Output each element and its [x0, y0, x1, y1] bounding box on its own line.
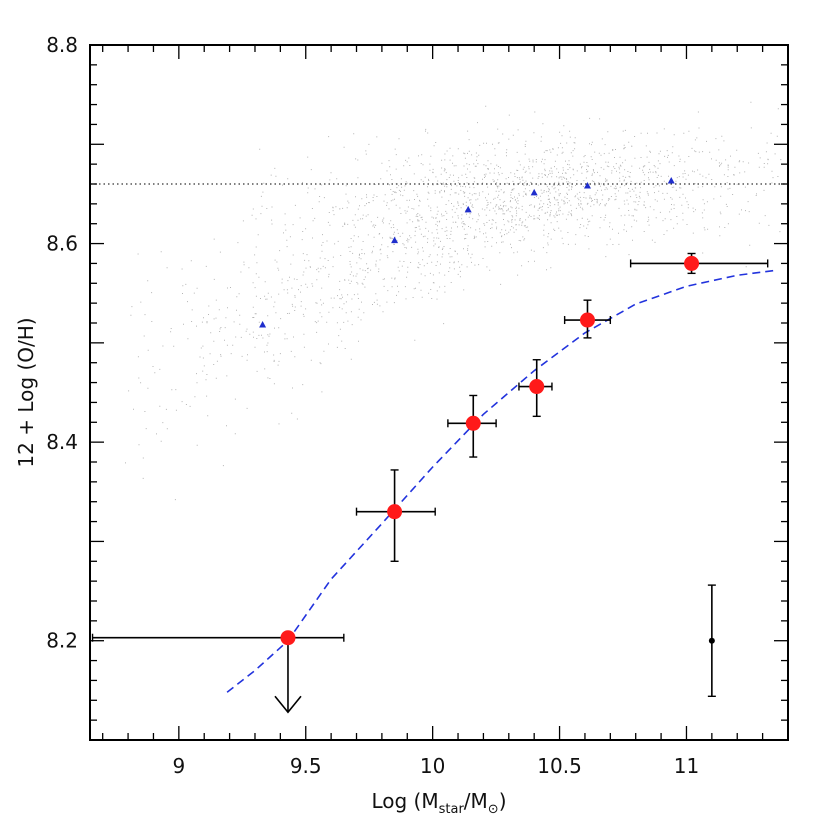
- plot-frame: [89, 44, 789, 741]
- x-tick-label: 9.5: [290, 754, 322, 778]
- median-point: [259, 320, 267, 328]
- background-cloud-points: [125, 101, 782, 501]
- y-tick-label: 8.8: [46, 33, 78, 57]
- x-tick-label: 10.5: [537, 754, 582, 778]
- y-tick-label: 8.4: [46, 430, 78, 454]
- stacked-point: [529, 379, 545, 395]
- stacked-points-group: [280, 255, 700, 646]
- stacked-point: [280, 630, 296, 646]
- axis-ticks-group: [90, 44, 789, 740]
- background-galaxy-cloud: [125, 101, 782, 501]
- y-axis-label: 12 + Log (O/H): [14, 317, 38, 467]
- typical-error-point: [708, 637, 715, 644]
- median-point: [464, 205, 472, 213]
- y-tick-label: 8.6: [46, 232, 78, 256]
- median-point: [583, 181, 591, 189]
- median-point: [530, 188, 538, 196]
- stacked-point: [579, 312, 595, 328]
- upper-limit-arrow-head: [274, 695, 302, 714]
- tick-labels-group: 9 9.5 10 10.5 11 8.2 8.4 8.6 8.8: [46, 33, 699, 778]
- stacked-point: [684, 255, 700, 271]
- median-points-group: [259, 177, 675, 328]
- error-bars-group: [91, 252, 769, 714]
- x-tick-label: 9: [172, 754, 185, 778]
- x-tick-label: 11: [674, 754, 699, 778]
- typical-error-group: [707, 584, 716, 698]
- x-axis-label: Log (Mstar/M⊙): [371, 789, 506, 817]
- y-tick-label: 8.2: [46, 629, 78, 653]
- stacked-point: [465, 415, 481, 431]
- median-point: [667, 177, 675, 184]
- fit-curve-group: [226, 269, 776, 693]
- fit-curve: [226, 269, 776, 693]
- stacked-point: [387, 504, 403, 520]
- median-point: [391, 236, 399, 244]
- x-tick-label: 10: [420, 754, 445, 778]
